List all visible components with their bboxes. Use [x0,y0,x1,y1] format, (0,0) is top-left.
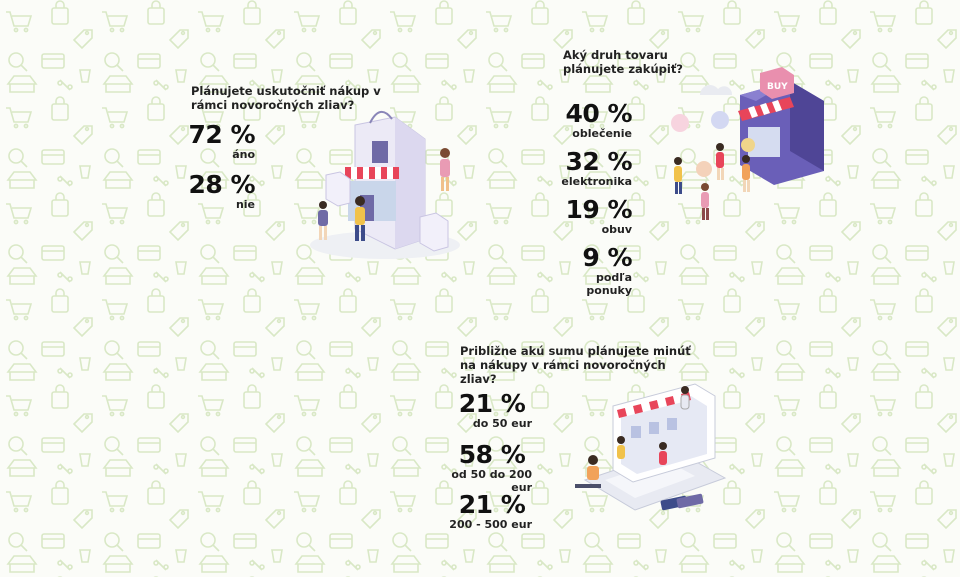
answer-label: nie [235,198,255,211]
answer-percent: 40 % [565,99,632,128]
answer-label: od 50 do 200 eur [451,468,532,494]
survey1-answer-yes: 72 % áno [175,120,255,162]
survey2-answer-shoes: 19 % obuv [552,195,632,237]
answer-percent: 58 % [458,440,526,469]
answer-percent: 19 % [565,195,632,224]
shopping-bag-store-illustration [310,111,460,259]
answer-percent: 32 % [565,147,632,176]
answer-label: do 50 eur [472,417,532,430]
survey3-answer-high: 21 % 200 - 500 eur [432,490,532,532]
answer-percent: 21 % [458,389,526,418]
answer-label: áno [232,148,255,161]
survey1-question: Plánujete uskutočniť nákup v rámci novor… [191,84,381,112]
store-sign-text: BUY [767,82,788,92]
answer-percent: 9 % [582,243,632,272]
answer-label: oblečenie [572,127,632,140]
answer-label: podľa ponuky [586,271,632,297]
survey1-answer-no: 28 % nie [175,170,255,212]
answer-label: 200 - 500 eur [449,518,532,531]
answer-label: elektronika [561,175,632,188]
survey2-question: Aký druh tovaru plánujete zakúpiť? [563,48,683,76]
answer-label: obuv [601,223,632,236]
survey3-question: Približne akú sumu plánujete minúť na ná… [460,344,691,386]
answer-percent: 28 % [188,170,255,199]
survey2-answer-offer: 9 % podľa ponuky [552,243,632,298]
survey2-answer-electronics: 32 % elektronika [552,147,632,189]
buy-store-illustration: BUY [671,67,824,220]
survey2-answer-clothing: 40 % oblečenie [552,99,632,141]
survey3-answer-low: 21 % do 50 eur [452,389,532,431]
laptop-shop-illustration [575,383,727,511]
answer-percent: 72 % [188,120,255,149]
survey3-answer-mid: 58 % od 50 do 200 eur [432,440,532,495]
answer-percent: 21 % [458,490,526,519]
